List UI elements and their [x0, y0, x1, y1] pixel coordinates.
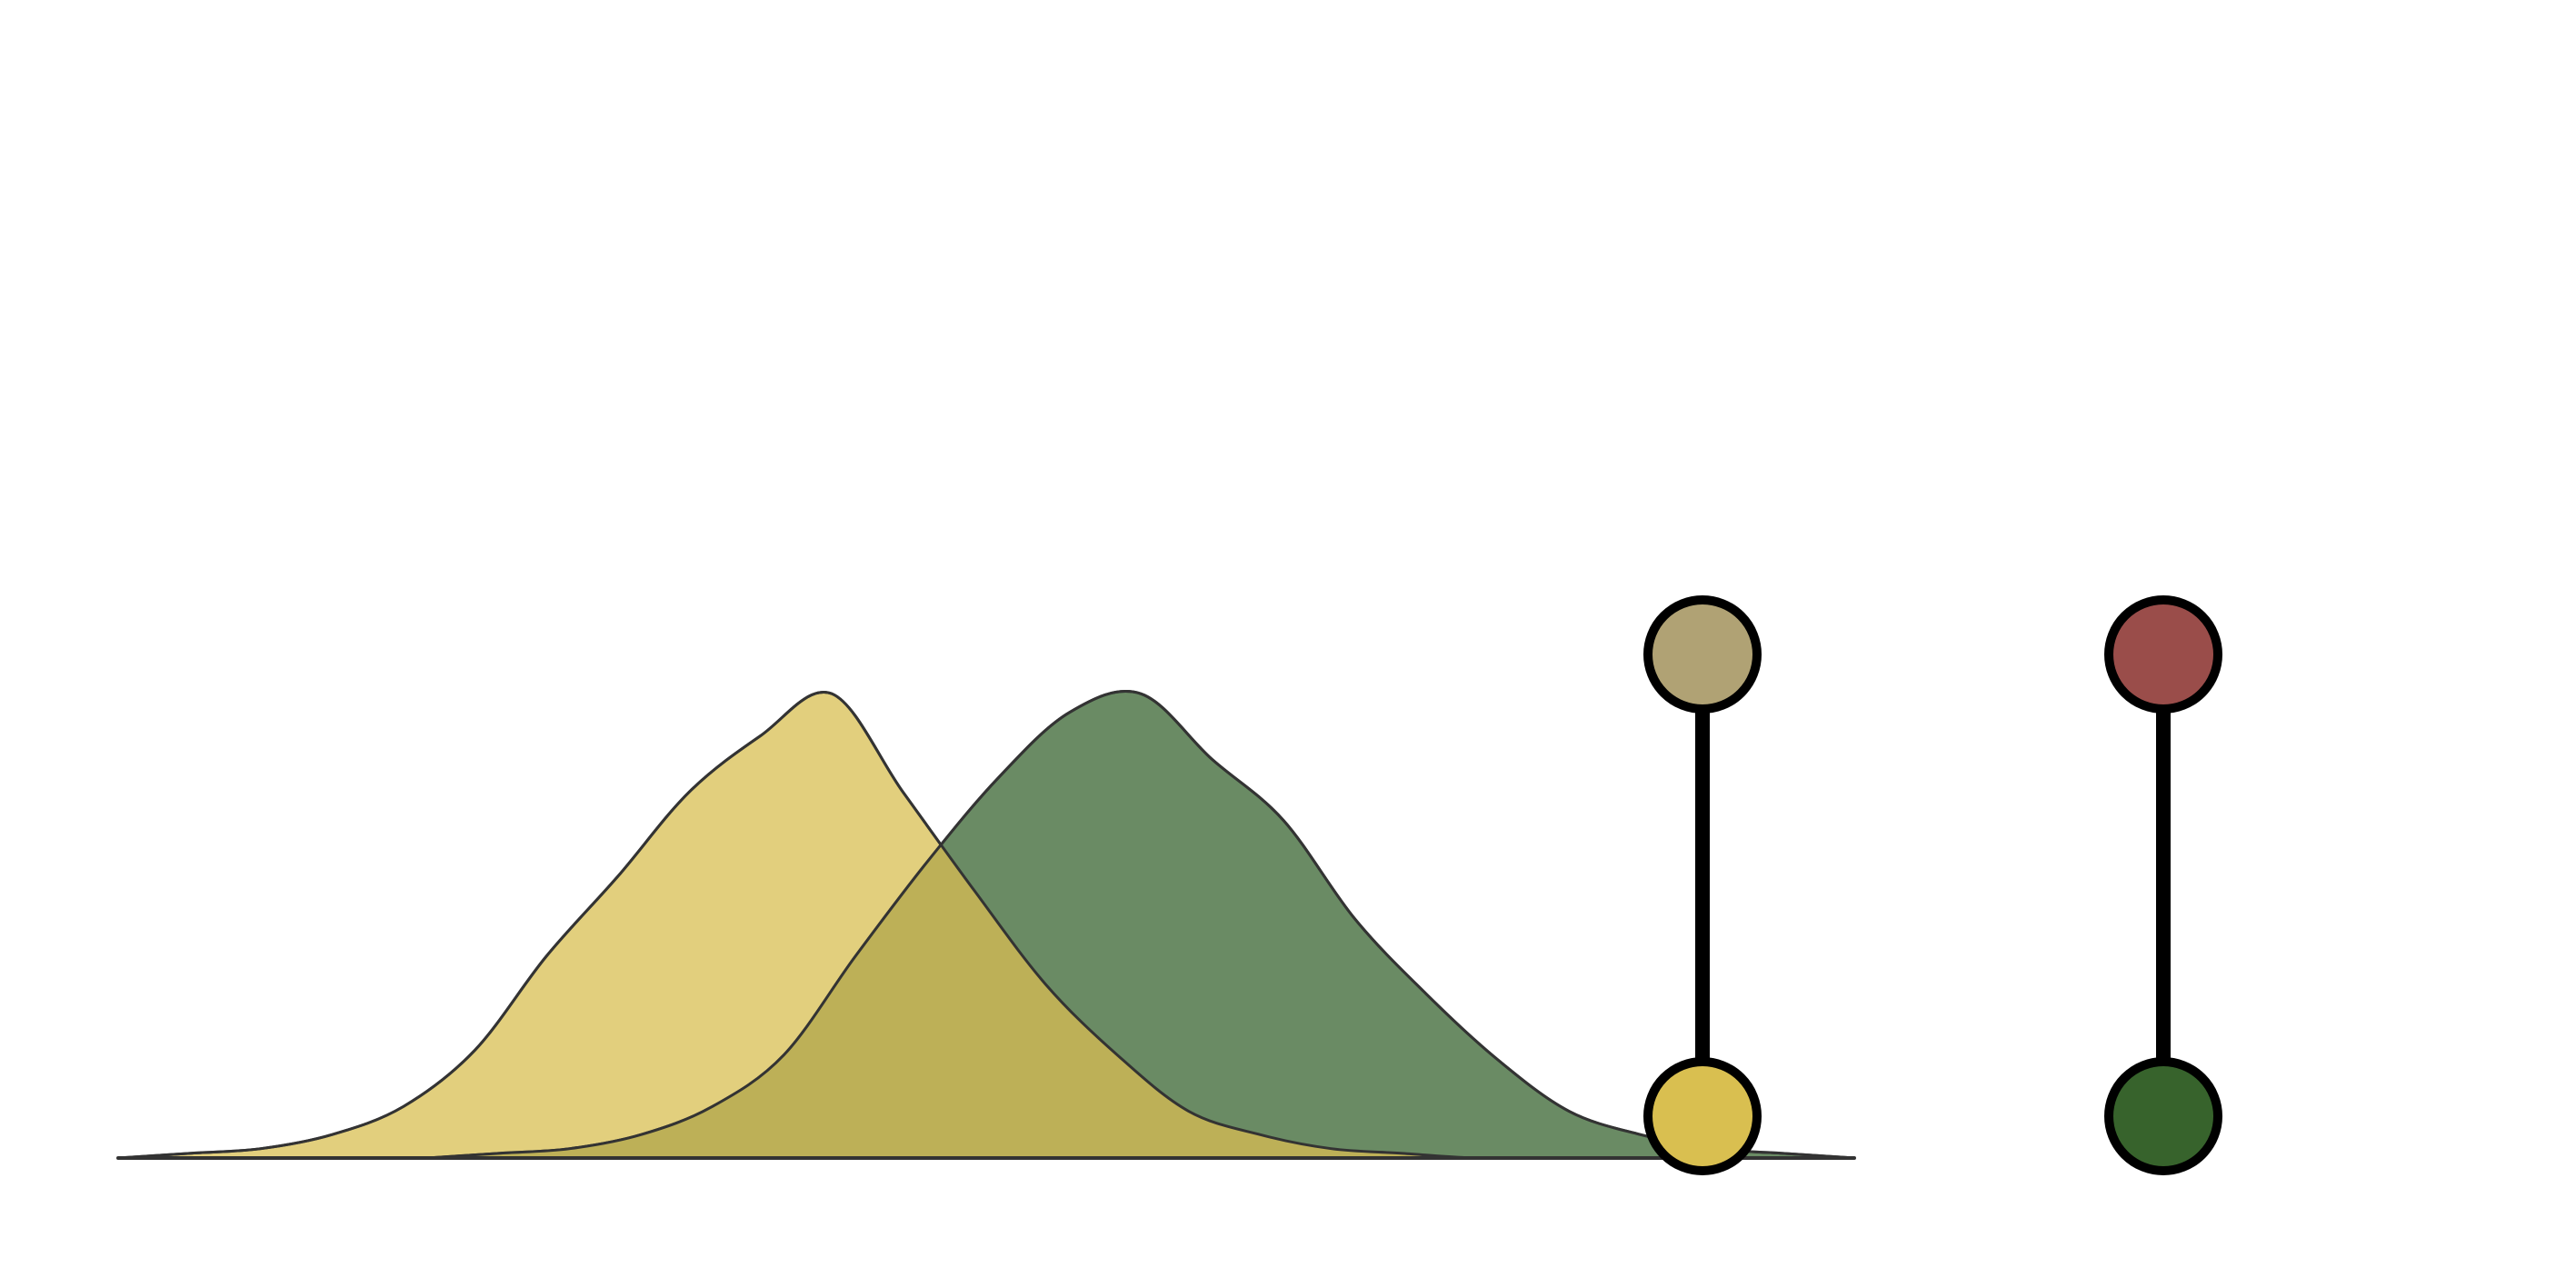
marker-pairs	[1643, 595, 2222, 1175]
marker-bottom-dot-2	[2104, 1057, 2222, 1175]
density-areas	[116, 690, 1856, 1160]
marker-top-dot-1	[1643, 595, 1762, 714]
marker-pair-2	[2104, 595, 2222, 1175]
marker-top-dot-2	[2104, 595, 2222, 714]
marker-bottom-dot-1	[1643, 1057, 1762, 1175]
density-outline-series-1	[117, 691, 1546, 1160]
marker-pair-1	[1643, 595, 1762, 1175]
density-outline-series-2	[426, 690, 1855, 1160]
